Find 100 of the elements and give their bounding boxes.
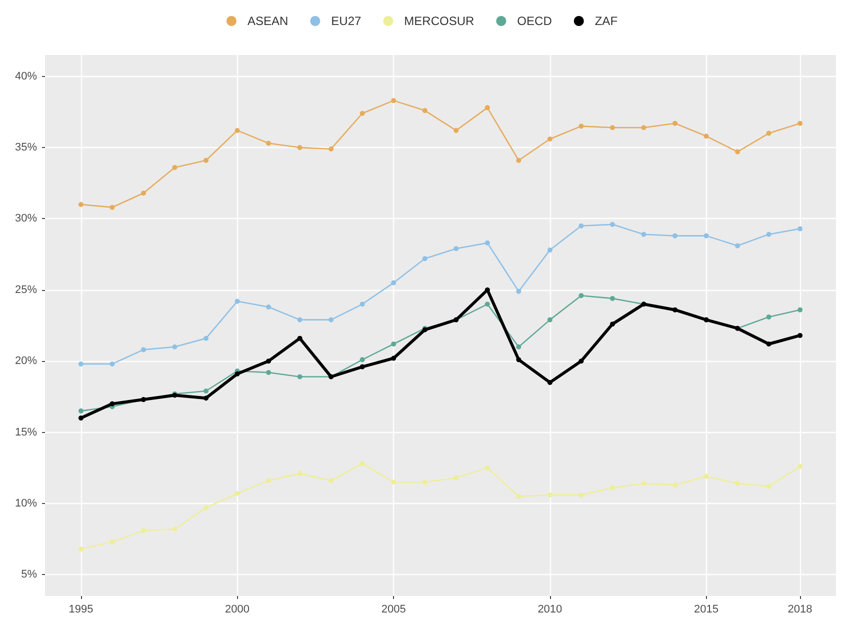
point [454,246,459,252]
point [110,361,115,366]
point [610,296,615,301]
point [422,108,428,114]
point [484,302,490,307]
point [610,322,615,327]
point [234,371,240,376]
point [547,492,552,498]
point [735,243,740,248]
point [735,149,740,154]
point [516,288,522,294]
point [391,98,396,104]
y-tick-label: 30% [14,212,38,225]
point [266,304,272,310]
point [484,465,490,470]
point [360,461,365,466]
point [297,471,302,476]
point [328,478,334,484]
point [516,344,522,350]
x-tick-label: 2018 [788,604,812,616]
point [547,136,552,142]
point [610,222,615,227]
point [766,342,772,347]
point [766,232,772,237]
point [454,128,459,133]
y-tick-label: 15% [14,426,38,438]
point [547,380,552,385]
point [704,134,709,139]
x-tick-label: 2005 [381,604,406,616]
point [110,539,115,544]
point [360,110,365,116]
point [204,396,209,401]
point [78,416,84,421]
point [204,505,209,510]
point [766,314,772,320]
point [391,356,396,361]
legend-label: ZAF [594,14,618,28]
point [204,158,209,163]
point [735,481,740,486]
point [297,145,302,150]
point [391,480,396,485]
x-tick-label: 1995 [68,604,94,616]
y-tick-label: 20% [14,355,38,368]
y-tick-label: 40% [14,70,38,82]
point [328,146,334,152]
point [516,158,522,163]
point [78,408,84,414]
point [140,347,146,352]
point [578,124,584,129]
point [297,336,302,341]
point [140,528,146,534]
point [172,526,178,532]
legend-label: MERCOSUR [404,14,475,28]
point [766,484,772,489]
point [578,223,584,228]
point [672,482,678,488]
point [266,140,272,146]
point [578,293,584,298]
point [110,401,115,406]
point [78,546,84,552]
legend-label: OECD [517,14,552,28]
point [422,480,428,485]
point [266,370,272,375]
point [172,164,178,170]
point [610,485,615,490]
point [328,317,334,322]
point [672,120,678,126]
x-tick-label: 2000 [225,604,250,616]
point [641,232,646,237]
point [516,357,522,362]
point [798,464,803,469]
point [704,233,709,238]
point [360,302,365,307]
y-tick-label: 5% [21,568,38,581]
point [204,336,209,341]
point [547,317,552,322]
point [140,190,146,196]
point [234,298,240,304]
point [516,494,522,499]
point [78,202,84,207]
point [454,475,459,480]
y-tick-label: 35% [14,142,38,154]
point [204,388,209,394]
y-tick-label: 10% [14,497,38,510]
point [798,307,803,312]
point [110,204,115,210]
point [610,125,615,130]
point [297,317,302,322]
y-tick-label: 25% [14,284,38,296]
point [704,474,709,479]
point [798,332,803,338]
point [172,344,178,350]
point [360,357,365,362]
point [641,481,646,486]
legend-label: ASEAN [247,14,288,28]
point [578,358,584,364]
point [798,120,803,126]
point [360,364,365,370]
point [578,492,584,498]
x-tick-label: 2015 [694,604,718,616]
